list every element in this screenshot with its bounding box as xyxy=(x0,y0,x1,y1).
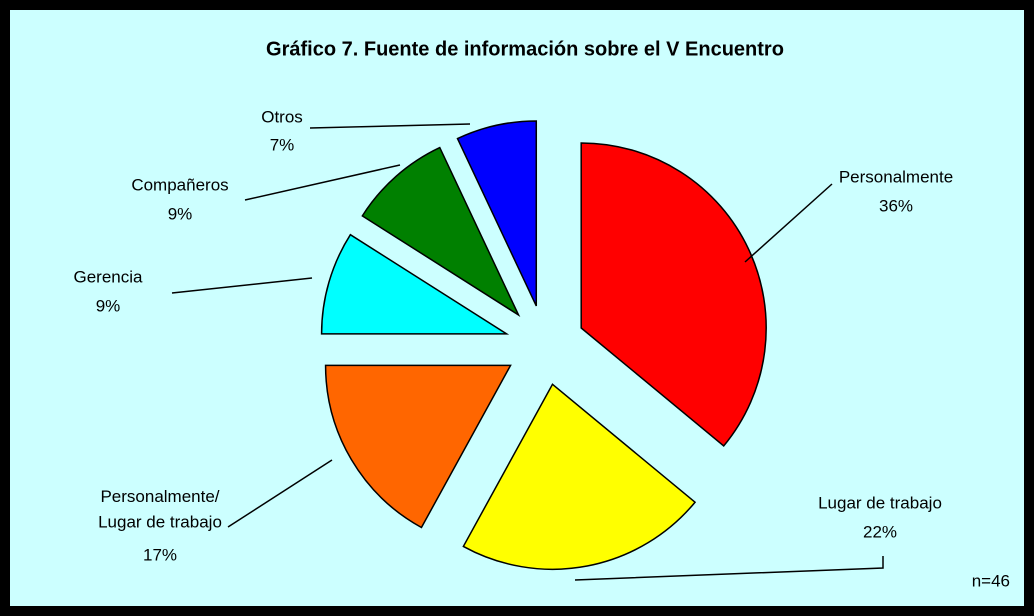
annotation: n=46 xyxy=(972,571,1010,590)
leader-line xyxy=(171,277,313,294)
leader-line xyxy=(744,183,833,263)
slice-value-label: 9% xyxy=(96,296,121,315)
slice-value-label: 7% xyxy=(270,135,295,154)
slice-value-label: 9% xyxy=(168,204,193,223)
slice-label: Lugar de trabajo xyxy=(818,493,942,512)
leader-line xyxy=(244,164,401,201)
pie-slice xyxy=(580,142,767,447)
pie-slice xyxy=(324,364,512,529)
pie-slice xyxy=(456,120,538,307)
slice-value-label: 36% xyxy=(879,196,913,215)
pie-slice xyxy=(462,383,697,570)
slice-label: Personalmente xyxy=(839,167,953,186)
slice-label: Gerencia xyxy=(74,267,144,286)
leader-line xyxy=(309,123,471,129)
pie-slice xyxy=(361,146,521,318)
slice-label: Compañeros xyxy=(131,175,228,194)
chart-title: Gráfico 7. Fuente de información sobre e… xyxy=(266,38,784,60)
slice-label: Personalmente/Lugar de trabajo xyxy=(98,487,222,532)
slice-value-label: 17% xyxy=(143,545,177,564)
slice-label: Otros xyxy=(261,107,303,126)
pie-slice xyxy=(320,233,510,335)
slice-value-label: 22% xyxy=(863,522,897,541)
leader-line xyxy=(574,556,884,581)
leader-line xyxy=(227,459,333,528)
